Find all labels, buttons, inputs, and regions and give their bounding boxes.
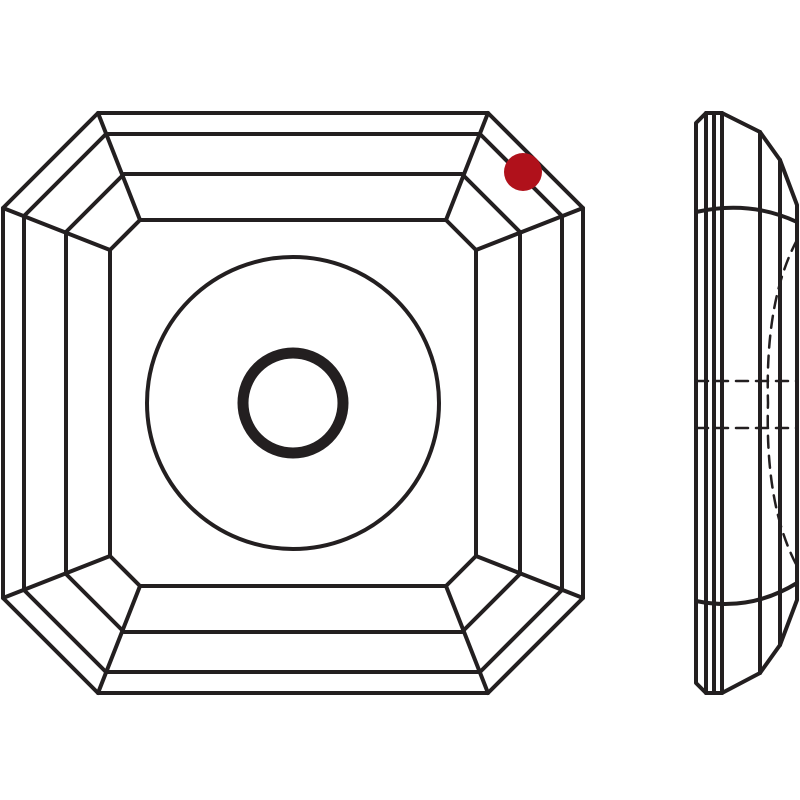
facet-line	[444, 584, 490, 695]
side-hidden-lines	[694, 238, 799, 568]
side-band-bottom	[694, 581, 799, 607]
front-view	[1, 111, 585, 695]
side-view	[694, 111, 799, 695]
facet-line	[1, 206, 112, 252]
marker-dot	[504, 153, 542, 191]
facet-line	[1, 554, 112, 600]
facet-line	[96, 584, 142, 695]
outer-octagon	[1, 111, 585, 695]
facet-line	[474, 554, 585, 600]
center-circle	[145, 255, 441, 551]
facet-line	[96, 111, 142, 222]
facet-line	[444, 111, 490, 222]
center-hole	[237, 347, 349, 459]
third-octagon	[64, 172, 522, 634]
facet-line	[474, 206, 585, 252]
hidden-curve	[766, 238, 799, 568]
second-octagon	[22, 132, 564, 674]
side-band-top	[694, 205, 799, 224]
table-octagon	[108, 218, 478, 588]
